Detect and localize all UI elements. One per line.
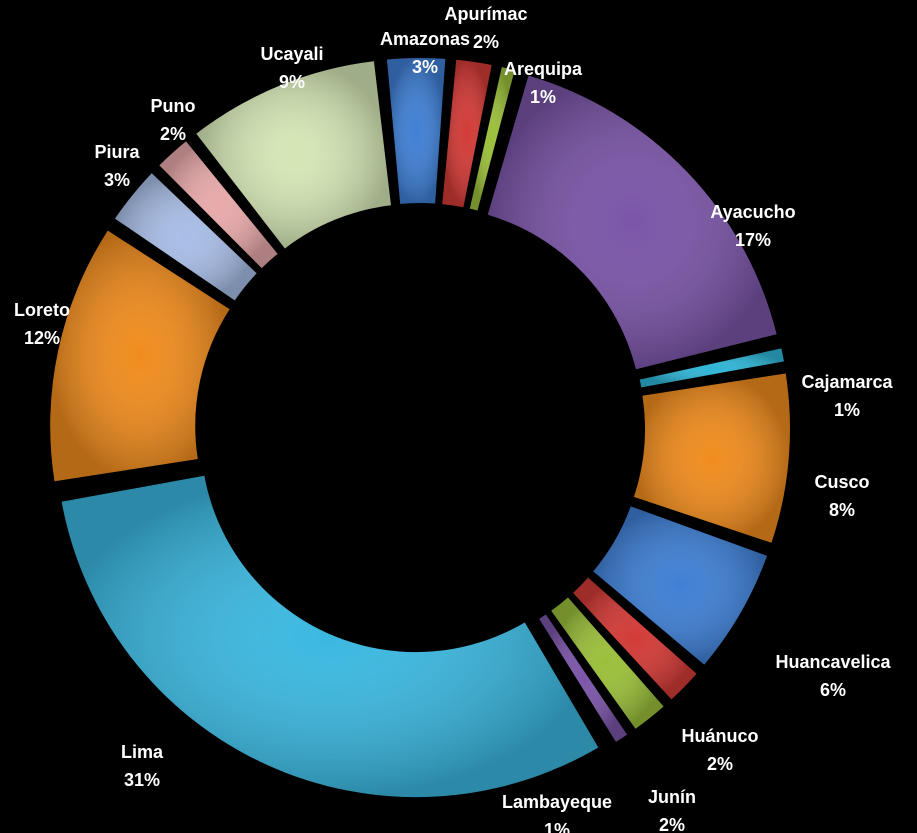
slice-apur-mac <box>442 59 492 208</box>
slice-label: Ayacucho 17% <box>710 202 795 250</box>
slice-label: Piura 3% <box>94 142 140 190</box>
slice-ucayali <box>196 61 391 249</box>
slice-shading <box>61 475 599 798</box>
slice-loreto <box>50 230 230 482</box>
slice-shading <box>50 230 230 482</box>
slice-label-name: Puno <box>151 96 196 116</box>
slice-label-value: 2% <box>160 124 186 144</box>
slice-huancavelica <box>593 506 768 665</box>
slice-label-value: 3% <box>412 57 438 77</box>
slice-label-name: Lima <box>121 742 164 762</box>
slice-label-name: Huánuco <box>681 726 758 746</box>
slice-piura <box>115 173 257 301</box>
slice-label-value: 31% <box>124 770 160 790</box>
slice-hu-nuco <box>573 577 697 700</box>
slice-ayacucho <box>487 75 777 370</box>
slice-shading <box>487 75 777 370</box>
slice-label: Cajamarca 1% <box>801 372 893 420</box>
slice-label: Apurímac 2% <box>444 4 527 52</box>
slice-label: Puno 2% <box>151 96 196 144</box>
slice-label-value: 2% <box>659 815 685 833</box>
slice-label: Huánuco 2% <box>681 726 758 774</box>
slice-label-name: Arequipa <box>504 59 583 79</box>
slice-label-value: 1% <box>530 87 556 107</box>
slice-label-name: Piura <box>94 142 140 162</box>
slice-label-name: Cusco <box>814 472 869 492</box>
slice-shading <box>159 141 278 269</box>
slice-label-value: 3% <box>104 170 130 190</box>
slice-label: Lambayeque 1% <box>502 792 612 833</box>
labels-layer: Amazonas 3%Apurímac 2%Arequipa 1%Ayacucho 17… <box>14 4 894 833</box>
slice-label: Lima 31% <box>121 742 164 790</box>
slice-jun-n <box>551 597 664 729</box>
slice-shading <box>196 61 391 249</box>
slice-label: Huancavelica 6% <box>775 652 891 700</box>
slice-shading <box>593 506 768 665</box>
slice-label-value: 1% <box>834 400 860 420</box>
slice-lambayeque <box>539 614 628 742</box>
slice-label-value: 17% <box>735 230 771 250</box>
slice-label-value: 1% <box>544 820 570 833</box>
slice-label-name: Junín <box>648 787 696 807</box>
slice-shading <box>442 59 492 208</box>
slice-label-name: Lambayeque <box>502 792 612 812</box>
slice-label-name: Apurímac <box>444 4 527 24</box>
slice-label-value: 6% <box>820 680 846 700</box>
slice-label-name: Cajamarca <box>801 372 893 392</box>
slice-label: Amazonas 3% <box>380 29 470 77</box>
slice-label-name: Loreto <box>14 300 70 320</box>
slice-shading <box>573 577 697 700</box>
slice-lima <box>61 475 599 798</box>
slice-label-name: Ayacucho <box>710 202 795 222</box>
slice-shading <box>115 173 257 301</box>
slice-label-value: 2% <box>473 32 499 52</box>
slice-shading <box>633 373 790 543</box>
slice-cusco <box>633 373 790 543</box>
slice-shading <box>386 58 446 204</box>
slices-layer <box>50 58 790 798</box>
slice-shading <box>639 348 784 388</box>
slice-label-value: 12% <box>24 328 60 348</box>
slice-label-value: 8% <box>829 500 855 520</box>
slice-label-value: 2% <box>707 754 733 774</box>
slice-shading <box>551 597 664 729</box>
slice-label: Ucayali 9% <box>260 44 323 92</box>
slice-shading <box>469 67 515 211</box>
slice-label: Cusco 8% <box>814 472 869 520</box>
slice-shading <box>539 614 628 742</box>
slice-puno <box>159 141 278 269</box>
slice-label-value: 9% <box>279 72 305 92</box>
slice-label: Loreto 12% <box>14 300 70 348</box>
slice-label: Arequipa 1% <box>504 59 583 107</box>
slice-label: Junín 2% <box>648 787 696 833</box>
slice-label-name: Huancavelica <box>775 652 891 672</box>
slice-label-name: Ucayali <box>260 44 323 64</box>
slice-arequipa <box>469 67 515 211</box>
slice-label-name: Amazonas <box>380 29 470 49</box>
slice-cajamarca <box>639 348 784 388</box>
slice-amazonas <box>386 58 446 204</box>
